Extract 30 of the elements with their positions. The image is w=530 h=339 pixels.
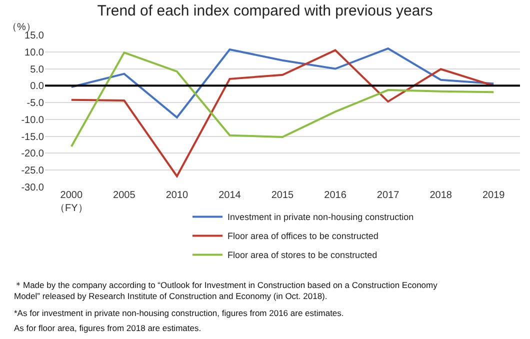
y-tick-label: -25.0 — [21, 166, 44, 177]
y-tick-label: -30.0 — [21, 182, 44, 194]
y-tick-label: -15.0 — [21, 132, 44, 143]
line-series — [70, 52, 495, 148]
x-tick-label: 2019 — [482, 190, 506, 201]
legend-label: Floor area of offices to be constructed — [228, 231, 378, 242]
text: ＊Made by the company according to “Outlook for Investment in Construction based on a Construction Economy Model” released by Research Institute of Construction and Economy (in Oct. 2018). — [14, 280, 438, 302]
legend-label: Floor area of stores to be constructed — [228, 250, 378, 260]
y-tick-label: 15.0 — [24, 30, 44, 42]
line-series — [70, 49, 495, 178]
x-tick-label: 2005 — [113, 190, 136, 201]
x-tick-label: 2016 — [324, 190, 347, 201]
text: *As for investment in private non-housing construction, figures from 2016 are estimates. — [14, 308, 344, 318]
line-series — [70, 48, 495, 118]
y-tick-label: 0.0 — [30, 81, 44, 92]
x-tick-label: 2000 （FY） — [55, 190, 88, 214]
y-tick-label: -20.0 — [21, 148, 44, 160]
x-tick-label: 2010 — [166, 190, 188, 201]
y-tick-label: 5.0 — [30, 64, 44, 76]
y-tick-label: -10.0 — [21, 114, 44, 126]
x-tick-label: 2015 — [271, 190, 294, 201]
y-axis-title: （%） — [7, 22, 36, 33]
chart-title: Trend of each index compared with previous years — [97, 2, 433, 20]
x-tick-label: 2018 — [430, 190, 452, 201]
y-tick-label: -5.0 — [26, 98, 44, 110]
x-tick-label: 2014 — [218, 190, 242, 201]
x-tick-label: 2017 — [376, 190, 400, 201]
y-tick-label: 10.0 — [24, 47, 44, 58]
legend-label: Investment in private non-housing construction — [228, 212, 414, 222]
text: As for floor area, figures from 2018 are estimates. — [14, 323, 202, 333]
